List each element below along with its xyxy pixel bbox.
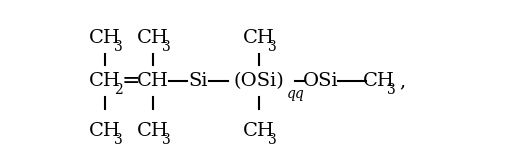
Text: 3: 3	[114, 133, 123, 147]
Text: 3: 3	[268, 40, 277, 54]
Text: CH: CH	[90, 72, 121, 90]
Text: ,: ,	[400, 72, 406, 90]
Text: CH: CH	[90, 29, 121, 47]
Text: 3: 3	[268, 133, 277, 147]
Text: CH: CH	[137, 29, 169, 47]
Text: =: =	[121, 70, 140, 92]
Text: Si: Si	[188, 72, 207, 90]
Text: CH: CH	[363, 72, 394, 90]
Text: CH: CH	[90, 122, 121, 140]
Text: (OSi): (OSi)	[234, 72, 285, 90]
Text: CH: CH	[137, 72, 169, 90]
Text: CH: CH	[243, 29, 275, 47]
Text: 3: 3	[387, 83, 396, 97]
Text: CH: CH	[243, 122, 275, 140]
Text: OSi: OSi	[303, 72, 339, 90]
Text: CH: CH	[137, 122, 169, 140]
Text: 3: 3	[114, 40, 123, 54]
Text: 3: 3	[162, 40, 170, 54]
Text: 3: 3	[162, 133, 170, 147]
Text: qq: qq	[287, 87, 305, 101]
Text: 2: 2	[114, 83, 123, 97]
